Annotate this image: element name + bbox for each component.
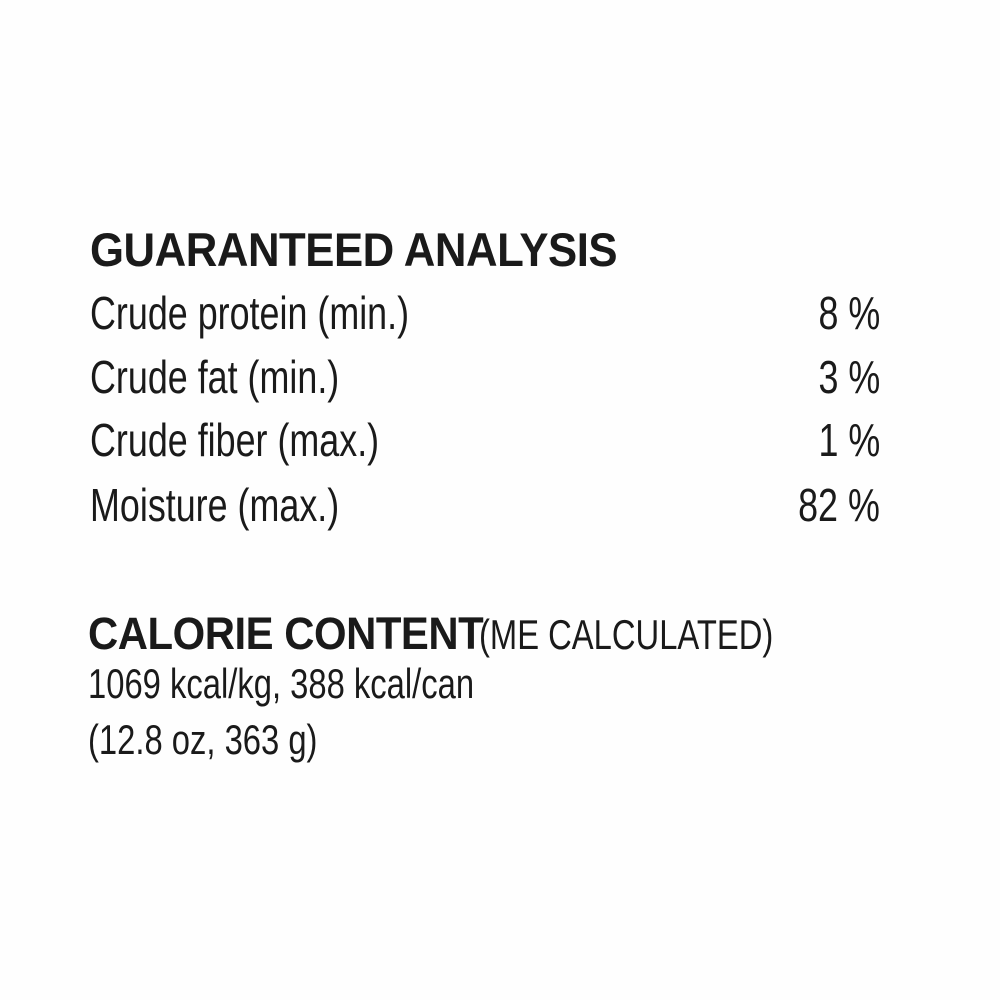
analysis-value: 1 % (818, 414, 880, 466)
calorie-line-2: (12.8 oz, 363 g) (88, 716, 318, 763)
analysis-row: Crude fat (min.) 3 % (90, 350, 880, 406)
guaranteed-analysis-heading: GUARANTEED ANALYSIS (90, 223, 618, 276)
analysis-label: Crude fat (min.) (90, 351, 340, 403)
analysis-row: Moisture (max.) 82 % (90, 478, 880, 534)
calorie-content-title: CALORIE CONTENT (88, 608, 484, 659)
analysis-label: Crude protein (min.) (90, 287, 410, 339)
analysis-row: Crude protein (min.) 8 % (90, 286, 880, 342)
calorie-content-subtitle: (ME CALCULATED) (479, 611, 774, 658)
analysis-value: 8 % (818, 287, 880, 339)
analysis-label: Crude fiber (max.) (90, 414, 380, 466)
calorie-line-1: 1069 kcal/kg, 388 kcal/can (88, 660, 475, 707)
calorie-content-heading: CALORIE CONTENT (ME CALCULATED) (88, 608, 857, 660)
analysis-value: 3 % (818, 351, 880, 403)
analysis-row: Crude fiber (max.) 1 % (90, 413, 880, 469)
analysis-label: Moisture (max.) (90, 479, 340, 531)
analysis-value: 82 % (798, 479, 880, 531)
